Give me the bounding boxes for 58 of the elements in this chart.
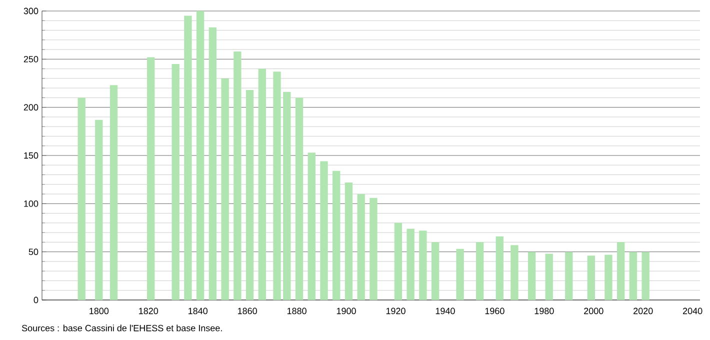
bar xyxy=(604,254,612,300)
bar xyxy=(295,98,304,300)
y-tick-label: 0 xyxy=(34,296,38,304)
bar xyxy=(246,90,254,300)
bar xyxy=(258,68,266,300)
bar xyxy=(476,242,484,300)
bar xyxy=(431,242,440,300)
bar xyxy=(208,27,217,300)
bar xyxy=(332,170,340,300)
bar xyxy=(95,120,103,300)
x-tick-label: 1900 xyxy=(336,308,356,314)
x-tick-label: 1940 xyxy=(436,308,455,314)
bar xyxy=(565,252,573,300)
bar xyxy=(419,230,427,300)
bar xyxy=(172,64,180,300)
x-tick-label: 1840 xyxy=(188,308,208,314)
x-tick-label: 1920 xyxy=(386,308,406,314)
x-tick-label: 1880 xyxy=(287,308,306,314)
y-tick-label: 100 xyxy=(24,200,38,207)
bar xyxy=(406,228,414,300)
bar xyxy=(184,16,192,300)
bar xyxy=(629,252,638,300)
bar xyxy=(642,252,650,300)
x-tick-label: 1800 xyxy=(90,308,109,314)
bar xyxy=(196,10,204,300)
bar xyxy=(234,51,242,300)
y-tick-label: 250 xyxy=(24,56,38,62)
bar xyxy=(110,85,118,300)
x-tick-label: 1820 xyxy=(139,308,158,314)
bar xyxy=(528,252,536,300)
bar xyxy=(370,198,378,300)
bar xyxy=(78,98,86,300)
bar xyxy=(357,194,365,300)
y-tick-label: 150 xyxy=(24,152,38,159)
bar xyxy=(456,248,464,300)
source-note: Sources : base Cassini de l'EHESS et base Insee. xyxy=(22,324,222,332)
x-tick-label: 2040 xyxy=(683,308,702,314)
bar xyxy=(394,222,402,300)
bar xyxy=(308,152,316,300)
bar xyxy=(344,182,353,300)
bar xyxy=(147,57,155,300)
bar xyxy=(273,72,281,300)
bar xyxy=(545,254,553,300)
y-tick-label: 50 xyxy=(28,248,38,256)
x-tick-label: 1860 xyxy=(238,308,257,314)
bar xyxy=(496,236,504,300)
bar xyxy=(617,242,625,300)
bar xyxy=(283,92,291,300)
bar xyxy=(221,78,229,300)
bar xyxy=(587,256,595,300)
x-tick-label: 1980 xyxy=(534,308,554,314)
bar xyxy=(510,245,518,300)
x-tick-label: 1960 xyxy=(485,308,504,314)
x-tick-label: 2020 xyxy=(634,308,653,314)
bar xyxy=(320,161,328,300)
y-tick-label: 200 xyxy=(24,104,38,111)
y-tick-label: 300 xyxy=(24,8,38,14)
x-tick-label: 2000 xyxy=(584,308,604,314)
